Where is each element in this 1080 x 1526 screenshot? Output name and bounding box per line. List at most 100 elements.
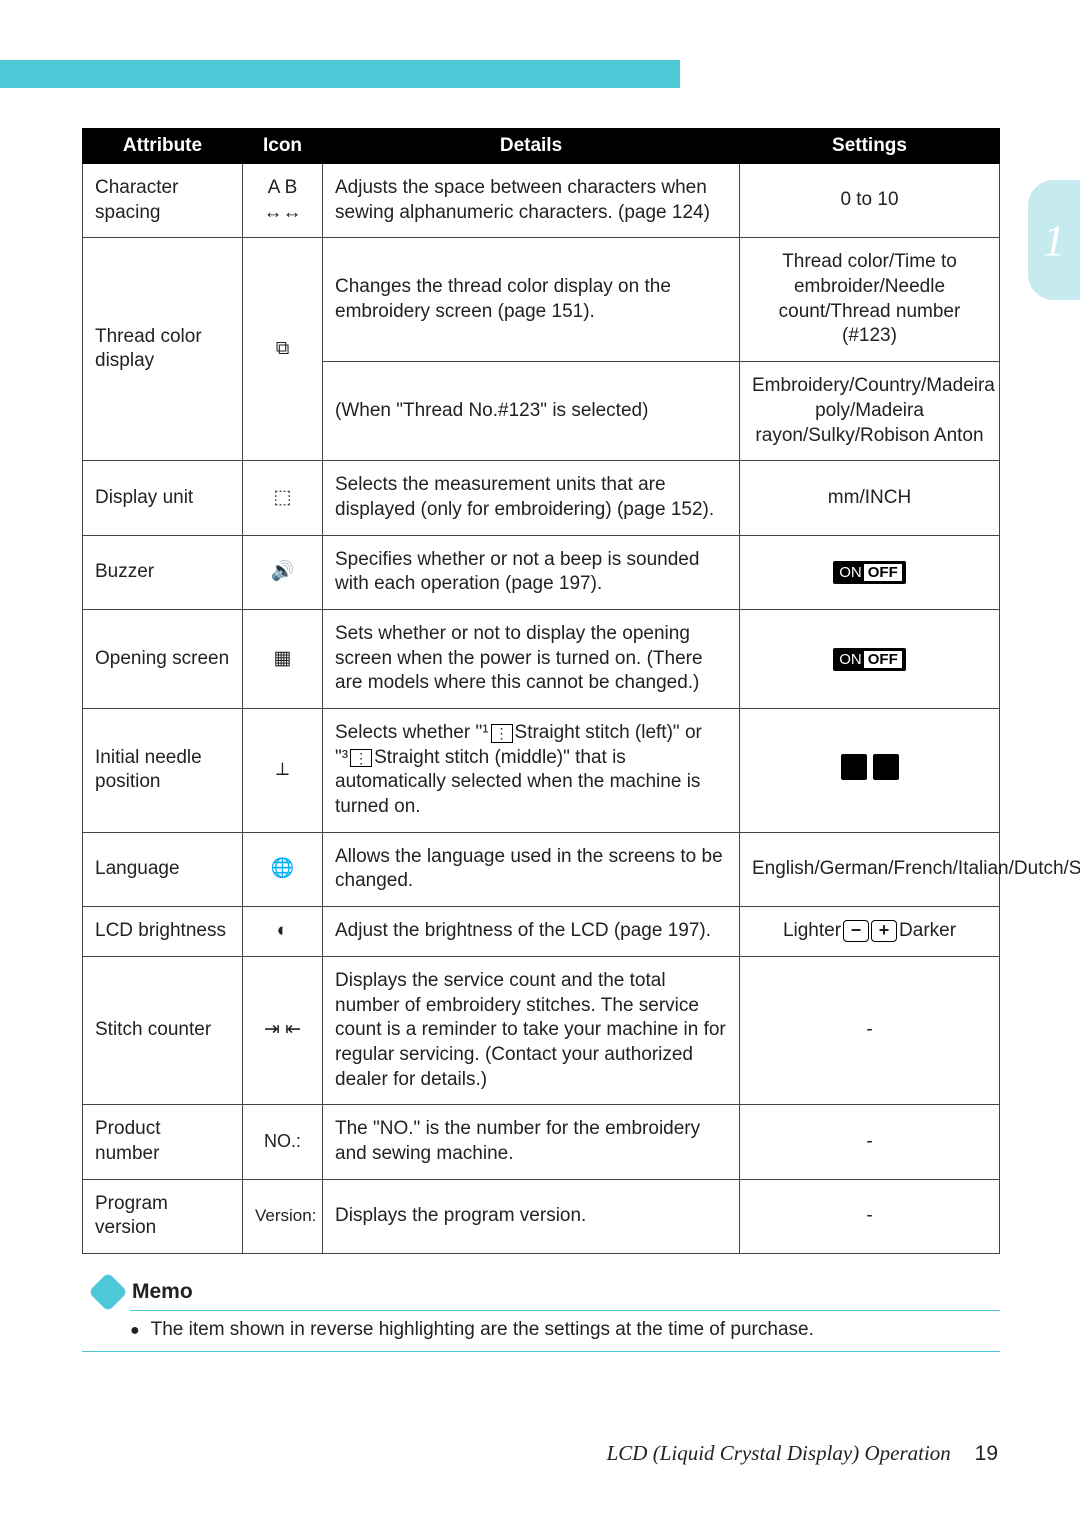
settings-cell: Thread color/Time to embroider/Needle co… <box>740 238 1000 362</box>
settings-cell: ONOFF <box>740 609 1000 708</box>
attr-cell: Display unit <box>83 461 243 535</box>
icon-cell: ◐ <box>243 907 323 957</box>
settings-cell: - <box>740 956 1000 1104</box>
icon-cell: ⟂ <box>243 709 323 833</box>
icon-cell: ⧉ <box>243 238 323 461</box>
details-cell: (When "Thread No.#123" is selected) <box>323 362 740 461</box>
table-row: Thread color display ⧉ Changes the threa… <box>83 238 1000 362</box>
char-spacing-icon: A B ↔↔ <box>264 177 302 223</box>
memo-body: ● The item shown in reverse highlighting… <box>82 1311 1000 1352</box>
details-text: Selects whether "¹ <box>335 722 489 743</box>
table-row: Program version Version: Displays the pr… <box>83 1179 1000 1253</box>
page-number: 19 <box>975 1442 998 1465</box>
off-label: OFF <box>864 564 902 581</box>
details-cell: Adjust the brightness of the LCD (page 1… <box>323 907 740 957</box>
attr-cell: Character spacing <box>83 164 243 238</box>
settings-cell: English/German/French/Italian/Dutch/Span… <box>740 832 1000 906</box>
brightness-icon: ◐ <box>277 920 288 941</box>
details-text: "³ <box>335 747 348 768</box>
details-cell: The "NO." is the number for the embroide… <box>323 1105 740 1179</box>
attr-cell: Stitch counter <box>83 956 243 1104</box>
product-number-label: NO.: <box>264 1131 301 1151</box>
needle-left-icon <box>841 754 867 780</box>
details-cell: Specifies whether or not a beep is sound… <box>323 535 740 609</box>
details-cell: Changes the thread color display on the … <box>323 238 740 362</box>
table-row: Buzzer 🔊 Specifies whether or not a beep… <box>83 535 1000 609</box>
details-cell: Adjusts the space between characters whe… <box>323 164 740 238</box>
icon-cell: ⬚ <box>243 461 323 535</box>
memo-head: Memo <box>130 1278 1000 1311</box>
off-label: OFF <box>864 651 902 668</box>
on-off-toggle: ONOFF <box>833 648 906 672</box>
details-cell: Displays the service count and the total… <box>323 956 740 1104</box>
darker-label: Darker <box>899 919 956 944</box>
page-content: Attribute Icon Details Settings Characte… <box>82 128 1000 1352</box>
attr-cell: LCD brightness <box>83 907 243 957</box>
details-text: Straight stitch (middle)" that is automa… <box>335 747 700 817</box>
col-settings: Settings <box>740 129 1000 164</box>
page-footer: LCD (Liquid Crystal Display) Operation 1… <box>607 1441 998 1466</box>
lighter-label: Lighter <box>783 919 841 944</box>
memo-text: The item shown in reverse highlighting a… <box>151 1319 814 1340</box>
settings-cell <box>740 709 1000 833</box>
attr-cell: Thread color display <box>83 238 243 461</box>
attr-cell: Product number <box>83 1105 243 1179</box>
icon-cell: ▦ <box>243 609 323 708</box>
settings-cell: mm/INCH <box>740 461 1000 535</box>
needle-setting-icons <box>841 754 899 780</box>
attr-cell: Initial needle position <box>83 709 243 833</box>
needle-position-icon: ⟂ <box>276 759 289 780</box>
settings-cell: - <box>740 1179 1000 1253</box>
on-off-toggle: ONOFF <box>833 561 906 585</box>
table-row: Character spacing A B ↔↔ Adjusts the spa… <box>83 164 1000 238</box>
settings-cell: Embroidery/Country/Madeira poly/Madeira … <box>740 362 1000 461</box>
thread-color-icon: ⧉ <box>276 338 290 359</box>
col-details: Details <box>323 129 740 164</box>
bullet-icon: ● <box>130 1322 140 1339</box>
table-row: Product number NO.: The "NO." is the num… <box>83 1105 1000 1179</box>
header-band <box>0 60 680 88</box>
stitch-left-icon: ⋮ <box>491 724 513 743</box>
icon-cell: A B ↔↔ <box>243 164 323 238</box>
settings-cell: Lighter − + Darker <box>740 907 1000 957</box>
chapter-tab: 1 <box>1028 180 1080 300</box>
col-attribute: Attribute <box>83 129 243 164</box>
table-row: Initial needle position ⟂ Selects whethe… <box>83 709 1000 833</box>
table-row: Opening screen ▦ Sets whether or not to … <box>83 609 1000 708</box>
attr-cell: Buzzer <box>83 535 243 609</box>
details-cell: Selects the measurement units that are d… <box>323 461 740 535</box>
settings-table: Attribute Icon Details Settings Characte… <box>82 128 1000 1254</box>
details-cell: Allows the language used in the screens … <box>323 832 740 906</box>
details-cell: Displays the program version. <box>323 1179 740 1253</box>
details-cell: Sets whether or not to display the openi… <box>323 609 740 708</box>
stitch-middle-icon: ⋮ <box>350 749 372 768</box>
attr-cell: Language <box>83 832 243 906</box>
table-row: LCD brightness ◐ Adjust the brightness o… <box>83 907 1000 957</box>
icon-cell: NO.: <box>243 1105 323 1179</box>
table-row: Stitch counter ⇥ ⇤ Displays the service … <box>83 956 1000 1104</box>
chapter-number: 1 <box>1043 215 1065 266</box>
attr-cell: Opening screen <box>83 609 243 708</box>
details-cell: Selects whether "¹⋮Straight stitch (left… <box>323 709 740 833</box>
version-label: Version: <box>255 1206 316 1225</box>
icon-cell: 🌐 <box>243 832 323 906</box>
table-row: Language 🌐 Allows the language used in t… <box>83 832 1000 906</box>
memo-block: Memo ● The item shown in reverse highlig… <box>82 1278 1000 1352</box>
display-unit-icon: ⬚ <box>274 487 292 508</box>
memo-title: Memo <box>132 1280 193 1304</box>
stitch-counter-icon: ⇥ ⇤ <box>264 1019 301 1040</box>
settings-cell: ONOFF <box>740 535 1000 609</box>
table-row: Display unit ⬚ Selects the measurement u… <box>83 461 1000 535</box>
icon-cell: Version: <box>243 1179 323 1253</box>
col-icon: Icon <box>243 129 323 164</box>
buzzer-icon: 🔊 <box>271 561 295 582</box>
plus-button-icon: + <box>871 920 897 942</box>
attr-cell: Program version <box>83 1179 243 1253</box>
needle-middle-icon <box>873 754 899 780</box>
language-icon: 🌐 <box>271 858 295 879</box>
details-text: Straight stitch (left)" or <box>515 722 702 743</box>
table-header-row: Attribute Icon Details Settings <box>83 129 1000 164</box>
minus-button-icon: − <box>843 920 869 942</box>
icon-cell: ⇥ ⇤ <box>243 956 323 1104</box>
settings-cell: 0 to 10 <box>740 164 1000 238</box>
